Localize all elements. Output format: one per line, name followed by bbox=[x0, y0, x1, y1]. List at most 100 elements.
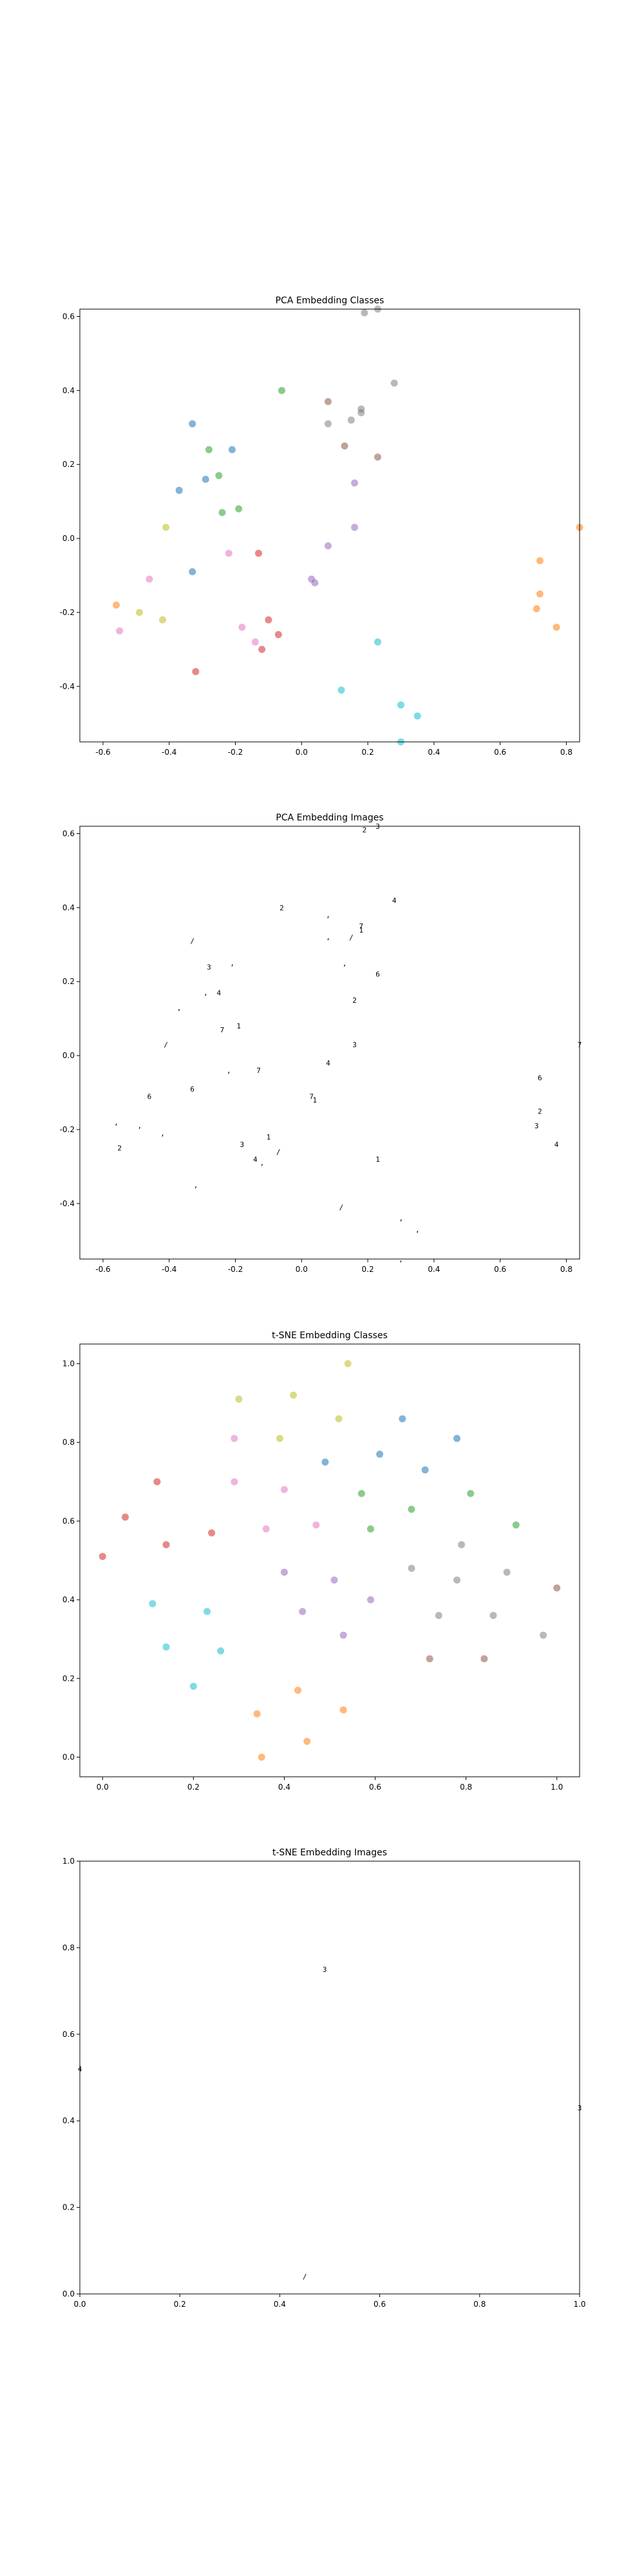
data-point bbox=[162, 524, 170, 531]
x-tick-label: 0.0 bbox=[296, 1265, 308, 1274]
x-tick-label: 0.6 bbox=[374, 2300, 386, 2309]
y-tick-label: 0.6 bbox=[62, 1517, 75, 1526]
data-point bbox=[311, 579, 319, 587]
data-point bbox=[274, 630, 282, 638]
y-tick-label: 0.6 bbox=[62, 829, 75, 838]
data-point bbox=[376, 1450, 384, 1458]
x-tick-label: 0.4 bbox=[274, 2300, 286, 2309]
x-tick-label: 0.6 bbox=[494, 1265, 506, 1274]
data-point bbox=[553, 1584, 561, 1592]
image-marker: ’ bbox=[137, 1126, 142, 1134]
image-marker: , bbox=[114, 1118, 118, 1126]
x-tick-label: -0.6 bbox=[95, 1265, 110, 1274]
data-point bbox=[122, 1513, 129, 1521]
image-marker: 3 bbox=[352, 1041, 357, 1049]
x-tick-label: 0.8 bbox=[473, 2300, 486, 2309]
image-marker: ’ bbox=[399, 1218, 403, 1227]
image-marker: 6 bbox=[147, 1092, 152, 1101]
image-marker: 3 bbox=[207, 963, 211, 971]
data-point bbox=[408, 1564, 415, 1572]
data-point bbox=[290, 1391, 298, 1399]
data-point bbox=[255, 549, 263, 557]
data-point bbox=[162, 1541, 170, 1549]
data-point bbox=[374, 638, 382, 646]
image-marker: 1 bbox=[359, 926, 364, 934]
data-point bbox=[294, 1687, 302, 1694]
tsne-classes-panel: t-SNE Embedding Classes 0.0 0.2 0.4 0.6 0.8 1… bbox=[62, 1331, 580, 1792]
data-point bbox=[341, 442, 348, 450]
image-marker: ’ bbox=[230, 963, 234, 971]
data-point bbox=[238, 623, 246, 631]
y-tick-label: 0.2 bbox=[62, 1674, 75, 1683]
x-tick-label: 0.8 bbox=[560, 748, 573, 757]
data-point bbox=[262, 1525, 270, 1533]
image-marker: ‘ bbox=[415, 1229, 420, 1238]
pca-images-frame bbox=[79, 826, 580, 1260]
x-tick-label: -0.6 bbox=[95, 748, 110, 757]
image-marker: 6 bbox=[190, 1085, 194, 1094]
tsne-images-axes: 0.0 0.2 0.4 0.6 0.8 1.0 0.0 0.2 0.4 0.6 0.8 1.0 bbox=[62, 1857, 586, 2309]
image-marker: 2 bbox=[279, 904, 284, 912]
data-point bbox=[453, 1577, 461, 1584]
image-marker: 1 bbox=[313, 1096, 317, 1104]
data-point bbox=[205, 446, 213, 453]
data-point bbox=[408, 1506, 415, 1513]
y-tick-label: 0.0 bbox=[62, 1752, 75, 1761]
data-point bbox=[175, 486, 183, 494]
data-point bbox=[251, 638, 259, 646]
data-point bbox=[136, 609, 144, 616]
data-point bbox=[435, 1612, 442, 1620]
data-point bbox=[480, 1655, 488, 1663]
image-marker: 2 bbox=[352, 996, 357, 1005]
data-point bbox=[330, 1577, 338, 1584]
data-point bbox=[397, 701, 404, 709]
data-point bbox=[299, 1607, 307, 1615]
data-point bbox=[553, 623, 560, 631]
data-point bbox=[204, 1607, 211, 1615]
data-point bbox=[421, 1466, 429, 1473]
image-marker: 1 bbox=[375, 1155, 380, 1164]
tsne-images-marks: 3/43 bbox=[78, 1965, 582, 2281]
data-point bbox=[278, 386, 285, 394]
data-point bbox=[265, 616, 272, 623]
data-point bbox=[489, 1612, 497, 1620]
data-point bbox=[189, 1682, 197, 1690]
x-tick-label: -0.2 bbox=[228, 1265, 243, 1274]
y-tick-label: 0.6 bbox=[62, 2030, 75, 2039]
data-point bbox=[208, 1529, 216, 1537]
data-point bbox=[413, 712, 421, 720]
y-tick-label: 1.0 bbox=[62, 1359, 75, 1368]
pca-classes-axes: -0.6 -0.4 -0.2 0.0 0.2 0.4 0.6 0.8 -0.4 -0.2 0.0 0.… bbox=[60, 312, 573, 757]
data-point bbox=[303, 1738, 311, 1745]
image-marker: 7 bbox=[256, 1066, 261, 1075]
x-tick-label: 0.0 bbox=[97, 1783, 109, 1792]
image-marker: / bbox=[349, 933, 354, 942]
y-tick-label: -0.4 bbox=[60, 682, 75, 691]
y-tick-label: 0.8 bbox=[62, 1943, 75, 1952]
data-point bbox=[324, 542, 332, 550]
y-tick-label: 0.4 bbox=[62, 386, 75, 395]
data-point bbox=[235, 505, 243, 513]
data-point bbox=[146, 575, 153, 583]
data-point bbox=[347, 416, 355, 424]
image-marker: ‘ bbox=[204, 992, 208, 1001]
data-point bbox=[225, 549, 232, 557]
x-tick-label: 0.2 bbox=[174, 2300, 186, 2309]
y-tick-label: -0.4 bbox=[60, 1199, 75, 1208]
data-point bbox=[202, 475, 209, 483]
x-tick-label: -0.4 bbox=[162, 748, 176, 757]
data-point bbox=[217, 1647, 225, 1655]
image-marker: 1 bbox=[236, 1022, 241, 1030]
pca-classes-marks bbox=[113, 305, 583, 746]
x-tick-label: 0.2 bbox=[187, 1783, 200, 1792]
y-tick-label: 0.8 bbox=[62, 1438, 75, 1447]
image-marker: / bbox=[303, 2273, 307, 2281]
data-point bbox=[426, 1655, 433, 1663]
data-point bbox=[390, 379, 398, 387]
image-marker: 7 bbox=[220, 1026, 225, 1034]
y-tick-label: 1.0 bbox=[62, 1857, 75, 1866]
data-point bbox=[536, 557, 544, 565]
x-tick-label: 0.8 bbox=[560, 1265, 573, 1274]
data-point bbox=[235, 1396, 243, 1403]
